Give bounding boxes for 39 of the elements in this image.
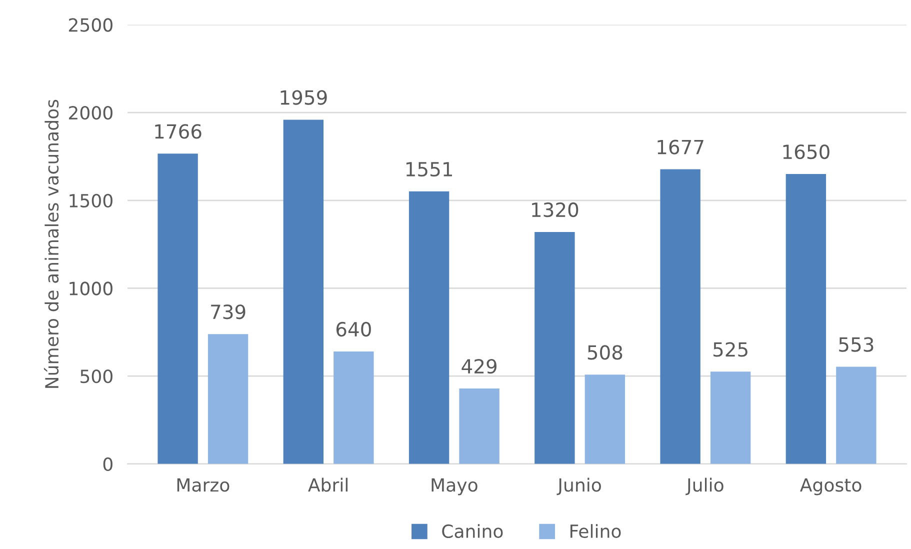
x-tick-label: Mayo — [432, 478, 478, 496]
bar — [710, 372, 751, 464]
x-tick-label: Julio — [686, 478, 724, 496]
bar — [584, 374, 626, 464]
y-tick-label: 2000 — [69, 106, 112, 120]
bar — [283, 120, 324, 464]
data-label: 525 — [714, 342, 748, 357]
y-tick-label: 0 — [103, 457, 112, 472]
y-axis-title: Número de animales vacunados — [44, 100, 59, 388]
legend-label: Canino — [442, 524, 503, 538]
y-tick-label: 2500 — [69, 18, 112, 32]
data-label: 1766 — [155, 124, 202, 139]
bar — [158, 154, 198, 464]
bar — [836, 366, 876, 464]
y-tick-label: 500 — [80, 370, 112, 384]
x-tick-label: Agosto — [800, 478, 862, 496]
bar — [459, 388, 500, 464]
data-label: 1959 — [280, 90, 327, 105]
x-tick-label: Marzo — [177, 478, 230, 492]
data-label: 1551 — [406, 162, 452, 177]
bar — [660, 169, 700, 464]
data-label: 429 — [462, 358, 496, 374]
data-label: 1320 — [532, 202, 578, 218]
x-tick-label: Abril — [308, 478, 348, 492]
data-label: 553 — [839, 337, 874, 352]
data-label: 640 — [336, 322, 371, 337]
data-label: 1677 — [658, 140, 704, 154]
data-label: 1650 — [783, 144, 830, 160]
data-label: 739 — [211, 304, 246, 320]
x-tick-label: Junio — [556, 478, 601, 496]
bar — [786, 174, 826, 464]
bar — [408, 191, 450, 464]
y-tick-label: 1000 — [70, 282, 112, 296]
bar — [534, 232, 575, 464]
bar — [208, 334, 248, 464]
bar — [334, 351, 374, 464]
legend-label: Felino — [570, 524, 621, 538]
y-tick-label: 1500 — [70, 194, 112, 208]
data-label: 508 — [588, 345, 622, 360]
